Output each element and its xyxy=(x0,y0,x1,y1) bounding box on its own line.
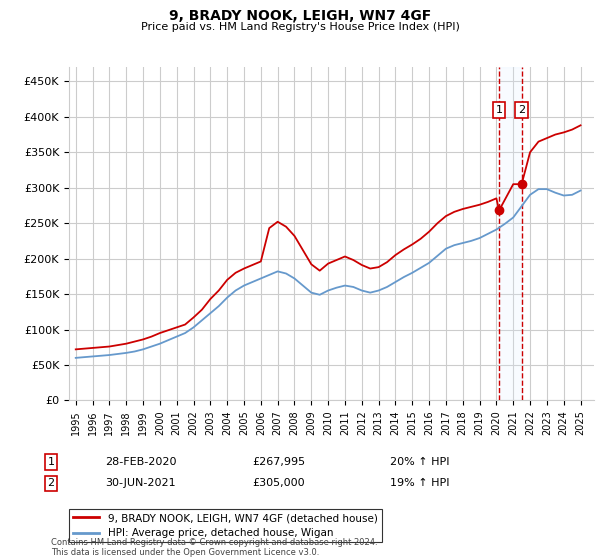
Text: 2: 2 xyxy=(518,105,525,115)
Bar xyxy=(499,67,521,400)
Text: £267,995: £267,995 xyxy=(252,457,305,467)
Legend: 9, BRADY NOOK, LEIGH, WN7 4GF (detached house), HPI: Average price, detached hou: 9, BRADY NOOK, LEIGH, WN7 4GF (detached … xyxy=(69,509,382,543)
Text: 1: 1 xyxy=(496,105,503,115)
Text: Contains HM Land Registry data © Crown copyright and database right 2024.
This d: Contains HM Land Registry data © Crown c… xyxy=(51,538,377,557)
Text: 19% ↑ HPI: 19% ↑ HPI xyxy=(390,478,449,488)
Text: 9, BRADY NOOK, LEIGH, WN7 4GF: 9, BRADY NOOK, LEIGH, WN7 4GF xyxy=(169,9,431,23)
Text: 20% ↑ HPI: 20% ↑ HPI xyxy=(390,457,449,467)
Text: 1: 1 xyxy=(47,457,55,467)
Text: 30-JUN-2021: 30-JUN-2021 xyxy=(105,478,176,488)
Text: 28-FEB-2020: 28-FEB-2020 xyxy=(105,457,176,467)
Text: £305,000: £305,000 xyxy=(252,478,305,488)
Text: 2: 2 xyxy=(47,478,55,488)
Text: Price paid vs. HM Land Registry's House Price Index (HPI): Price paid vs. HM Land Registry's House … xyxy=(140,22,460,32)
